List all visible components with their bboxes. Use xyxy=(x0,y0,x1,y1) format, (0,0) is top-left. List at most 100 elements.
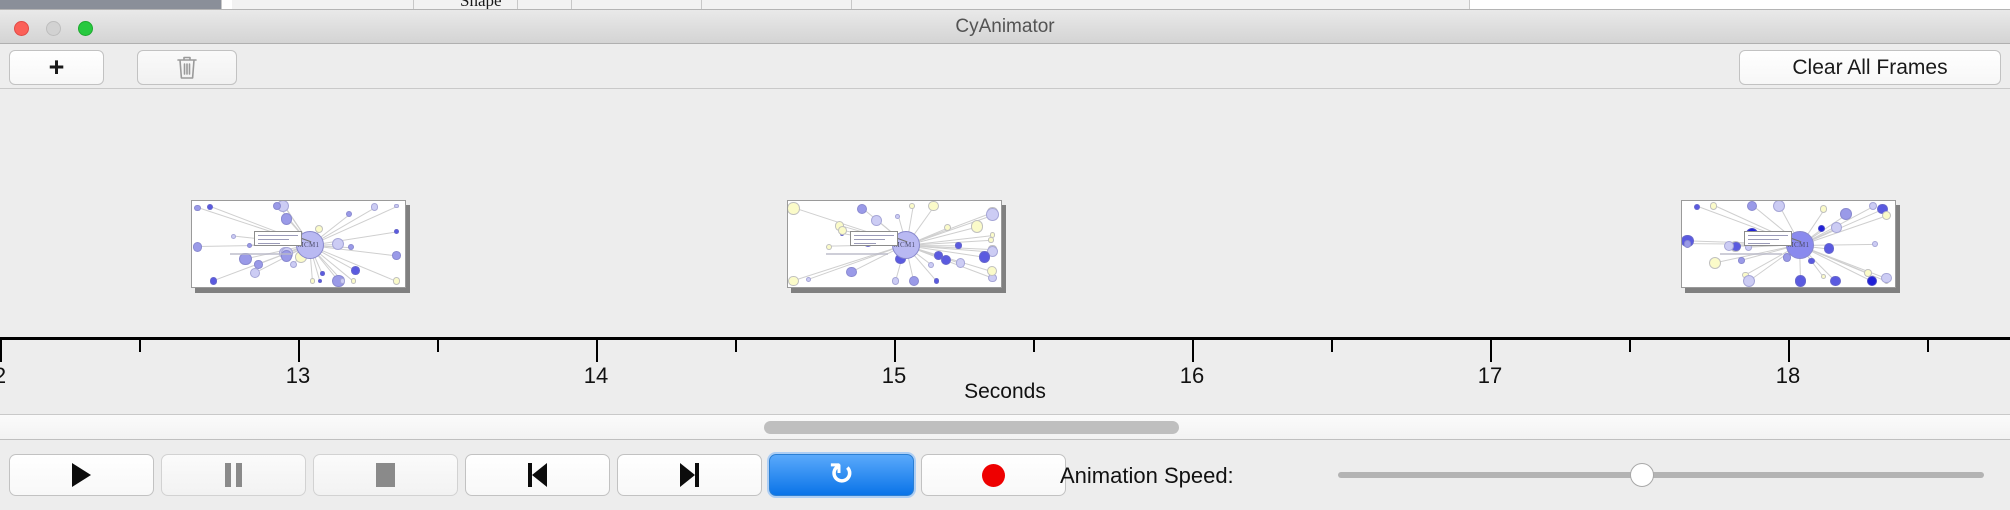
slider-track xyxy=(1338,472,1984,478)
graph-node xyxy=(1823,243,1835,254)
graph-node xyxy=(846,266,858,278)
axis-tick-major xyxy=(0,340,2,362)
axis-tick-minor xyxy=(1927,340,1929,352)
graph-node xyxy=(254,260,263,269)
graph-node xyxy=(1868,201,1878,211)
add-frame-button[interactable]: + xyxy=(9,50,104,85)
annotation-text-line xyxy=(853,239,885,240)
graph-caption xyxy=(1719,253,1782,255)
graph-node xyxy=(1772,201,1785,213)
graph-node xyxy=(272,201,282,211)
animation-speed-slider[interactable] xyxy=(1338,441,1984,510)
graph-hub-label: MCM1 xyxy=(1787,241,1810,249)
graph-node xyxy=(319,271,325,277)
axis-tick-label: 13 xyxy=(285,363,311,388)
graph-node xyxy=(927,201,939,212)
timeline-frame[interactable]: MCM1 xyxy=(1680,200,1900,293)
graph-node xyxy=(857,204,868,214)
loop-button[interactable]: ↻ xyxy=(769,454,914,496)
graph-node xyxy=(392,251,401,260)
graph-node xyxy=(209,277,218,285)
timeline-scrollbar[interactable] xyxy=(0,415,2010,440)
annotation-text-line xyxy=(1747,239,1779,240)
stop-button[interactable] xyxy=(313,454,458,496)
graph-node xyxy=(231,234,237,240)
graph-node xyxy=(1830,222,1842,233)
pause-icon xyxy=(225,463,242,487)
graph-node xyxy=(339,278,346,284)
play-button[interactable] xyxy=(9,454,154,496)
bg-tab xyxy=(702,0,852,9)
graph-node xyxy=(986,208,999,222)
graph-node xyxy=(309,278,316,284)
graph-annotation-box xyxy=(253,231,302,246)
annotation-text-line xyxy=(257,243,280,244)
graph-node xyxy=(1808,257,1815,264)
maximize-icon[interactable] xyxy=(78,21,93,36)
bg-tab xyxy=(414,0,518,9)
first-frame-button[interactable] xyxy=(465,454,610,496)
minimize-icon[interactable] xyxy=(46,21,61,36)
graph-node xyxy=(955,242,962,249)
axis-tick-major xyxy=(894,340,896,362)
graph-node xyxy=(280,213,293,225)
graph-node xyxy=(280,250,293,262)
axis-tick-major xyxy=(1192,340,1194,362)
playback-control-bar: ↻ Animation Speed: xyxy=(0,441,2010,510)
timeline-panel[interactable]: MCM1 MCM1 MCM1 2 13 14 15 16 17 18 Seconds xyxy=(0,90,2010,415)
graph-node xyxy=(978,251,991,263)
clear-all-frames-button[interactable]: Clear All Frames xyxy=(1739,50,2001,85)
slider-thumb[interactable] xyxy=(1629,463,1654,487)
frame-thumbnail: MCM1 xyxy=(190,200,406,288)
axis-tick-label: 15 xyxy=(881,363,907,388)
graph-node xyxy=(933,278,940,284)
axis-tick-minor xyxy=(735,340,737,352)
bg-tab xyxy=(572,0,702,9)
graph-node xyxy=(345,210,352,217)
graph-node xyxy=(825,243,832,250)
graph-node xyxy=(317,278,323,284)
graph-node xyxy=(987,266,998,277)
play-icon xyxy=(72,463,91,487)
scrollbar-thumb[interactable] xyxy=(763,421,1179,434)
delete-frame-button[interactable] xyxy=(137,50,237,85)
graph-node xyxy=(194,204,201,212)
graph-node xyxy=(1743,274,1756,287)
stop-icon xyxy=(376,463,395,487)
graph-node xyxy=(351,265,360,275)
axis-tick-label: 18 xyxy=(1775,363,1801,388)
graph-node xyxy=(838,226,847,236)
graph-node xyxy=(1738,257,1745,264)
annotation-text-line xyxy=(257,235,298,236)
bg-tab-selected xyxy=(0,0,222,9)
graph-node xyxy=(1817,224,1825,233)
axis-tick-minor xyxy=(1331,340,1333,352)
record-button[interactable] xyxy=(921,454,1066,496)
graph-node xyxy=(1866,276,1877,286)
window-titlebar: CyAnimator xyxy=(0,10,2010,44)
graph-node xyxy=(1708,257,1721,270)
skip-back-icon xyxy=(528,463,547,487)
graph-node xyxy=(955,258,966,268)
graph-node xyxy=(1820,274,1826,279)
axis-title: Seconds xyxy=(964,380,1046,403)
skip-forward-icon xyxy=(680,463,699,487)
frame-thumbnail: MCM1 xyxy=(786,200,1002,288)
last-frame-button[interactable] xyxy=(617,454,762,496)
graph-node xyxy=(870,214,882,226)
timeline-frame[interactable]: MCM1 xyxy=(190,200,410,293)
graph-annotation-box xyxy=(849,231,898,246)
axis-tick-minor xyxy=(437,340,439,352)
timeline-frame[interactable]: MCM1 xyxy=(786,200,1006,293)
annotation-text-line xyxy=(1747,235,1788,236)
graph-node xyxy=(1747,201,1758,211)
frame-thumbnail: MCM1 xyxy=(1680,200,1896,288)
axis-tick-minor xyxy=(1033,340,1035,352)
graph-node xyxy=(940,255,951,266)
graph-node xyxy=(1829,275,1841,287)
axis-tick-major xyxy=(298,340,300,362)
clear-all-frames-label: Clear All Frames xyxy=(1792,55,1948,79)
pause-button[interactable] xyxy=(161,454,306,496)
graph-caption xyxy=(825,253,888,255)
close-icon[interactable] xyxy=(14,21,29,36)
